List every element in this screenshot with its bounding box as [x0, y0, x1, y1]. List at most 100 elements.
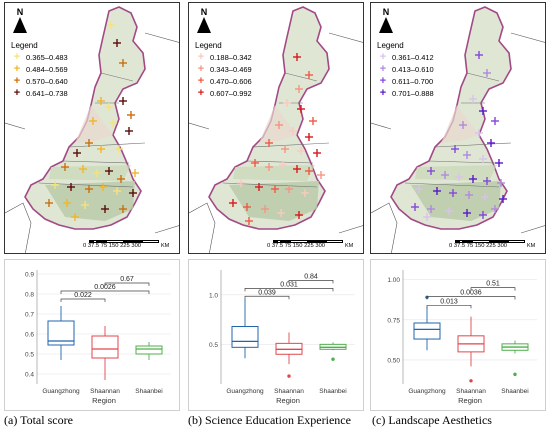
cross-marker-icon: + — [197, 75, 205, 87]
x-tick-label: Guangzhong — [42, 388, 80, 395]
site-marker — [107, 21, 115, 29]
cross-marker-icon: + — [197, 51, 205, 63]
cross-marker-icon: + — [13, 87, 21, 99]
site-marker — [71, 213, 79, 221]
legend-label: 0.611–0.700 — [392, 76, 434, 86]
x-tick-label: Guangzhong — [408, 388, 446, 395]
site-marker — [479, 107, 487, 115]
site-marker — [465, 191, 473, 199]
site-marker — [261, 205, 269, 213]
site-marker — [475, 129, 483, 137]
cross-marker-icon: + — [379, 87, 387, 99]
caption-landscape-aesthetics: (c) Landscape Aesthetics — [372, 413, 492, 427]
x-tick-label: Shaanbei — [501, 388, 528, 395]
site-marker — [415, 185, 423, 193]
legend-label: 0.484–0.569 — [26, 64, 68, 74]
boxplot-panel-total-score: 0.4 0.5 0.6 0.7 0.8 0.9 Guangzhong Shaannan Shaa… — [4, 259, 180, 411]
legend-title: Legend — [377, 41, 404, 50]
north-label: N — [16, 7, 24, 17]
terrain-band — [415, 165, 497, 181]
site-marker — [131, 169, 139, 177]
mountain-area — [229, 181, 319, 221]
site-marker — [113, 39, 121, 47]
boxplot-canvas: 0.5 1.0 Guangzhong Shaannan Shaanbei 0.039 0.0… — [209, 270, 355, 405]
scale-labels: 0 37.5 75 150 225 300 — [83, 243, 142, 249]
p-value-label: 0.031 — [280, 281, 298, 288]
map-panel-total-score: N Legend +0.365–0.483 +0.484–0.569 +0.57… — [4, 2, 180, 254]
box-iqr — [413, 322, 441, 340]
site-marker — [271, 185, 279, 193]
site-marker — [237, 179, 245, 187]
legend-label: 0.607–0.992 — [210, 88, 252, 98]
site-marker — [297, 105, 305, 113]
site-marker — [119, 97, 127, 105]
neighbor-boundary — [371, 32, 545, 253]
legend-item: +0.188–0.342 — [195, 51, 252, 63]
legend-label: 0.413–0.610 — [392, 64, 434, 74]
y-tick-label: 0.75 — [387, 317, 400, 324]
legend: Legend +0.188–0.342 +0.343–0.469 +0.470–… — [195, 41, 252, 99]
outlier-point — [513, 372, 517, 377]
p-value-label: 0.0036 — [460, 289, 482, 296]
legend-label: 0.188–0.342 — [210, 52, 252, 62]
site-marker — [305, 167, 313, 175]
outlier-point — [469, 379, 473, 383]
north-label: N — [382, 7, 390, 17]
legend-label: 0.361–0.412 — [392, 52, 434, 62]
site-marker — [251, 159, 259, 167]
site-marker — [99, 183, 107, 191]
site-marker — [483, 69, 491, 77]
site-marker — [317, 171, 325, 179]
site-marker — [245, 217, 253, 225]
x-tick-label: Shaannan — [274, 388, 304, 395]
scale-unit: KM — [527, 243, 536, 249]
y-tick-label: 0.5 — [25, 352, 34, 359]
site-marker — [297, 147, 305, 155]
site-marker — [433, 187, 441, 195]
site-marker — [265, 163, 273, 171]
significance-bracket — [60, 298, 106, 302]
site-marker — [97, 145, 105, 153]
site-marker — [313, 149, 321, 157]
site-marker — [497, 179, 505, 187]
caption-total-score: (a) Total score — [4, 413, 73, 427]
region-boundary — [222, 72, 330, 188]
site-marker — [105, 103, 113, 111]
scale-unit: KM — [161, 243, 170, 249]
map-panel-landscape-aesthetics: N Legend +0.361–0.412 +0.413–0.610 +0.61… — [370, 2, 546, 254]
scale-bar: 0 37.5 75 150 225 300 KM — [83, 240, 169, 253]
neighbor-boundary — [5, 32, 179, 253]
map-canvas — [5, 3, 179, 253]
site-marker — [305, 133, 313, 141]
cross-marker-icon: + — [379, 63, 387, 75]
terrain-band — [49, 165, 131, 181]
site-marker — [449, 189, 457, 197]
site-marker — [463, 209, 471, 217]
boxplot-panel-science-education: 0.5 1.0 Guangzhong Shaannan Shaanbei 0.039 0.0… — [188, 259, 364, 411]
scale-unit: KM — [345, 243, 354, 249]
site-marker — [119, 59, 127, 67]
site-marker — [469, 95, 477, 103]
legend-item: +0.413–0.610 — [377, 63, 434, 75]
site-marker — [277, 209, 285, 217]
site-marker — [73, 149, 81, 157]
site-marker — [495, 159, 503, 167]
site-marker — [289, 127, 297, 135]
y-tick-label: 0.5 — [209, 342, 218, 349]
significance-bracket — [426, 304, 472, 309]
site-marker — [309, 117, 317, 125]
site-marker — [305, 71, 313, 79]
y-tick-label: 0.50 — [387, 357, 400, 364]
x-tick-label: Shaannan — [90, 388, 120, 395]
legend-item: +0.365–0.483 — [11, 51, 68, 63]
scale-labels: 0 37.5 75 150 225 300 — [449, 243, 508, 249]
boxplot-canvas: 0.50 0.75 1.00 Guangzhong Shaannan Shaanbei 0.… — [387, 270, 537, 405]
outlier-point — [287, 374, 291, 378]
p-value-label: 0.022 — [74, 292, 92, 299]
x-tick-label: Guangzhong — [226, 388, 264, 395]
site-marker — [129, 189, 137, 197]
site-marker — [455, 173, 463, 181]
p-value-label: 0.51 — [486, 281, 500, 288]
site-marker — [293, 165, 301, 173]
boxplot-canvas: 0.4 0.5 0.6 0.7 0.8 0.9 Guangzhong Shaannan Shaa… — [25, 270, 171, 405]
